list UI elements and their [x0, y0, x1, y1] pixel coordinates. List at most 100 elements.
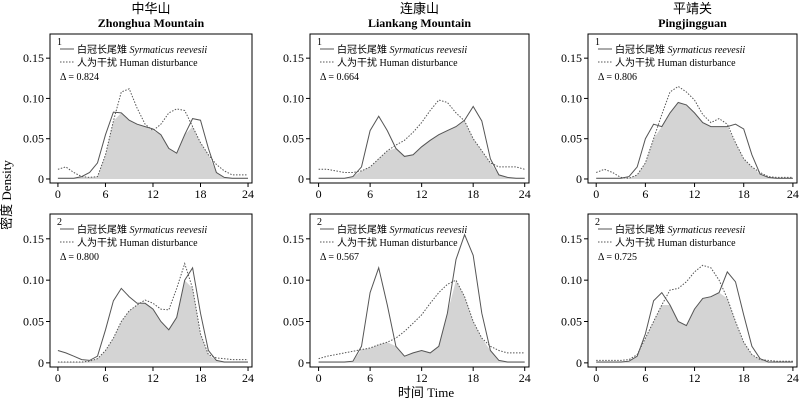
x-tick-label: 12: [689, 371, 701, 385]
legend-disturbance: 人为干扰 Human disturbance: [615, 236, 736, 249]
disturbance-density-line: [318, 279, 525, 360]
x-tick-label: 18: [467, 187, 479, 201]
legend-pheasant: 白冠长尾雉 Syrmaticus reevesii: [77, 223, 207, 236]
site-title-en: Zhonghua Mountain: [98, 16, 205, 30]
disturbance-density-line: [596, 85, 793, 179]
site-title-en: Liankang Mountain: [368, 16, 471, 30]
y-tick-label: 0.15: [23, 232, 44, 246]
y-tick-label: 0: [38, 356, 44, 370]
y-tick-label: 0.15: [23, 51, 44, 65]
disturbance-density-line: [57, 88, 248, 178]
y-tick-label: 0.10: [23, 91, 44, 105]
y-tick-label: 0.15: [283, 232, 304, 246]
y-tick-label: 0.10: [283, 91, 304, 105]
plot-frame: [309, 33, 530, 184]
legend-pheasant: 白冠长尾雉 Syrmaticus reevesii: [337, 223, 467, 236]
legend-pheasant-latin: Syrmaticus reevesii: [387, 45, 467, 56]
y-tick-label: 0.10: [561, 91, 582, 105]
site-title-cn: 连康山: [400, 1, 439, 16]
x-tick-label: 12: [416, 187, 428, 201]
legend-pheasant-cn: 白冠长尾雉: [77, 43, 127, 56]
y-tick-label: 0: [576, 356, 582, 370]
y-tick-label: 0.05: [283, 315, 304, 329]
x-axis-label: 时间 Time: [398, 385, 454, 400]
x-tick-label: 6: [102, 187, 108, 201]
legend-pheasant-latin: Syrmaticus reevesii: [387, 225, 467, 236]
y-axis-label: 密度 Density: [0, 160, 14, 230]
x-tick-label: 24: [787, 187, 799, 201]
y-tick-label: 0.05: [561, 132, 582, 146]
x-tick-label: 24: [787, 371, 799, 385]
legend-pheasant: 白冠长尾雉 Syrmaticus reevesii: [77, 43, 207, 56]
disturbance-density-line: [318, 99, 525, 173]
legend-pheasant-cn: 白冠长尾雉: [615, 223, 665, 236]
panel-number: 1: [595, 37, 600, 48]
legend-disturbance: 人为干扰 Human disturbance: [615, 56, 736, 69]
plot-frame: [587, 33, 798, 184]
y-tick-label: 0.10: [283, 273, 304, 287]
panel-number: 2: [595, 217, 600, 228]
plot-frame: [49, 33, 253, 184]
y-tick-label: 0.05: [283, 132, 304, 146]
x-tick-label: 0: [316, 187, 322, 201]
x-tick-label: 24: [242, 187, 254, 201]
pheasant-density-line: [318, 105, 525, 179]
y-tick-label: 0.15: [283, 51, 304, 65]
x-tick-label: 0: [593, 371, 599, 385]
y-tick-label: 0.15: [561, 232, 582, 246]
overlap-area: [596, 292, 793, 363]
legend-pheasant-cn: 白冠长尾雉: [615, 43, 665, 56]
panel-number: 2: [317, 217, 322, 228]
x-tick-label: 18: [195, 371, 207, 385]
x-tick-label: 18: [738, 187, 750, 201]
y-tick-label: 0.05: [23, 132, 44, 146]
site-title-en: Pingjingguan: [658, 16, 727, 30]
panel-number: 1: [317, 37, 322, 48]
overlap-coefficient: Δ = 0.824: [60, 72, 99, 83]
x-tick-label: 24: [519, 371, 531, 385]
y-tick-label: 0: [298, 356, 304, 370]
pheasant-density-line: [596, 270, 793, 363]
x-tick-label: 18: [467, 371, 479, 385]
y-tick-label: 0.10: [561, 273, 582, 287]
x-tick-label: 0: [55, 371, 61, 385]
legend-pheasant: 白冠长尾雉 Syrmaticus reevesii: [337, 43, 467, 56]
x-tick-label: 24: [242, 371, 254, 385]
overlap-coefficient: Δ = 0.806: [598, 72, 637, 83]
legend-disturbance: 人为干扰 Human disturbance: [77, 236, 198, 249]
x-tick-label: 6: [642, 371, 648, 385]
x-tick-label: 12: [147, 187, 159, 201]
site-title-cn: 平靖关: [673, 1, 712, 16]
x-tick-label: 6: [367, 371, 373, 385]
pheasant-density-line: [318, 233, 525, 363]
x-tick-label: 18: [195, 187, 207, 201]
legend-pheasant-cn: 白冠长尾雉: [337, 223, 387, 236]
plot-frame: [587, 213, 798, 368]
x-tick-label: 6: [367, 187, 373, 201]
y-tick-label: 0: [576, 172, 582, 186]
y-tick-label: 0.10: [23, 273, 44, 287]
legend-pheasant-latin: Syrmaticus reevesii: [665, 225, 745, 236]
panel-6: 0 6 12 18 24 0 0.05 0.10 0.15 2 白冠长尾雉 Syrmaticus r…: [561, 213, 799, 385]
legend-pheasant-latin: Syrmaticus reevesii: [127, 225, 207, 236]
overlap-area: [57, 280, 249, 363]
x-tick-label: 12: [147, 371, 159, 385]
pheasant-density-line: [596, 101, 793, 179]
legend-disturbance: 人为干扰 Human disturbance: [77, 56, 198, 69]
overlap-area: [596, 102, 793, 179]
x-tick-label: 0: [316, 371, 322, 385]
y-tick-label: 0: [298, 172, 304, 186]
overlap-coefficient: Δ = 0.800: [60, 252, 99, 263]
x-tick-label: 18: [738, 371, 750, 385]
legend-pheasant-cn: 白冠长尾雉: [77, 223, 127, 236]
legend-pheasant: 白冠长尾雉 Syrmaticus reevesii: [615, 223, 745, 236]
x-tick-label: 24: [519, 187, 531, 201]
legend-disturbance: 人为干扰 Human disturbance: [337, 56, 458, 69]
overlap-area: [318, 121, 525, 179]
x-tick-label: 6: [102, 371, 108, 385]
y-tick-label: 0.05: [561, 315, 582, 329]
